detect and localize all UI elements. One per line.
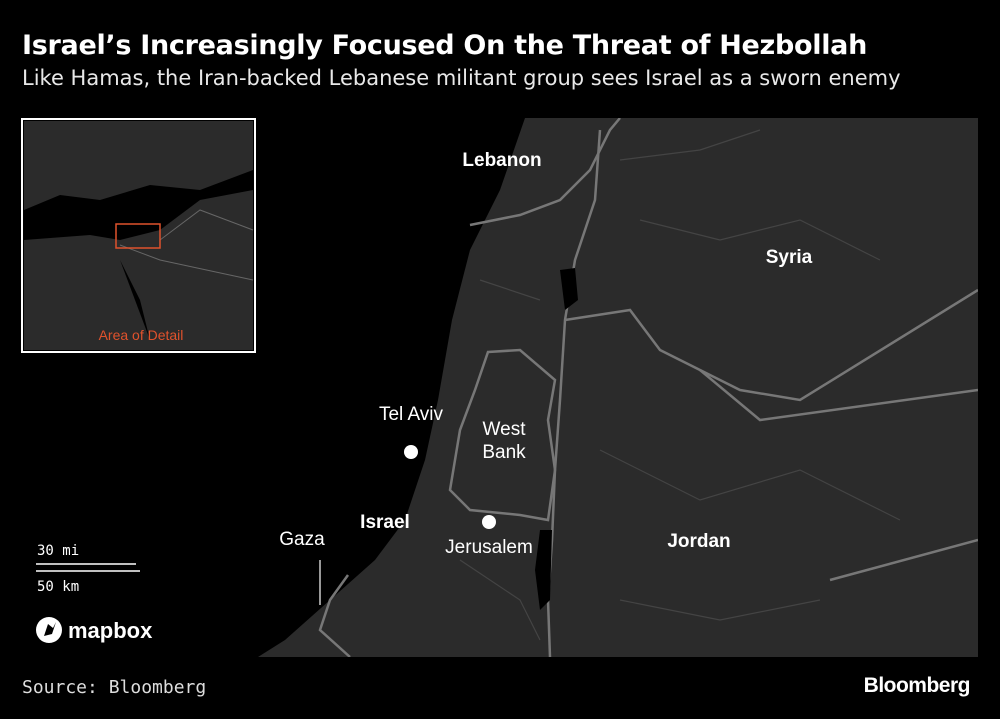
scale-label: 50 km <box>37 579 79 595</box>
place-label: Lebanon <box>462 150 541 171</box>
dead-sea <box>535 530 552 610</box>
map-area <box>258 118 978 657</box>
title: Israel’s Increasingly Focused On the Thr… <box>22 30 867 61</box>
scale-label: 30 mi <box>37 543 79 559</box>
lake <box>560 268 578 310</box>
land <box>258 118 978 657</box>
attribution: mapbox <box>68 618 153 643</box>
place-label: Syria <box>766 247 813 268</box>
city-dot <box>404 445 418 459</box>
inset-label: Area of Detail <box>99 327 184 343</box>
borders <box>318 118 978 657</box>
scale-bar: 30 mi 50 km <box>36 543 140 595</box>
brand: Bloomberg <box>863 674 971 697</box>
subtitle: Like Hamas, the Iran-backed Lebanese mil… <box>22 66 901 90</box>
inset: Area of Detail <box>21 118 256 353</box>
source: Source: Bloomberg <box>22 677 207 698</box>
place-label: Tel Aviv <box>379 404 444 425</box>
mapbox-logo: mapbox <box>36 617 153 643</box>
place-label: Jerusalem <box>445 537 533 558</box>
place-label: Israel <box>360 512 410 533</box>
place-label: Gaza <box>279 529 325 550</box>
city-dot <box>482 515 496 529</box>
place-label: West Bank <box>482 419 526 463</box>
place-label: Jordan <box>667 531 730 552</box>
